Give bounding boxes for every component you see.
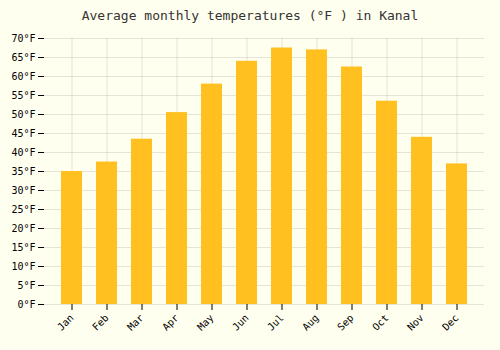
svg-text:50°F: 50°F <box>11 109 35 120</box>
svg-text:70°F: 70°F <box>11 33 35 44</box>
svg-text:0°F: 0°F <box>17 299 35 310</box>
svg-text:65°F: 65°F <box>11 52 35 63</box>
svg-text:25°F: 25°F <box>11 204 35 215</box>
svg-text:Feb: Feb <box>90 312 111 333</box>
svg-text:30°F: 30°F <box>11 185 35 196</box>
svg-text:5°F: 5°F <box>17 280 35 291</box>
svg-text:35°F: 35°F <box>11 166 35 177</box>
svg-text:Dec: Dec <box>440 312 461 333</box>
html-text:Average monthly temperatures (: Average monthly temperatures (°F ) in Ka… <box>81 8 419 23</box>
svg-text:Jan: Jan <box>55 312 76 333</box>
svg-text:15°F: 15°F <box>11 242 35 253</box>
svg-text:60°F: 60°F <box>11 71 35 82</box>
svg-text:Apr: Apr <box>160 312 181 333</box>
svg-text:Nov: Nov <box>405 312 426 333</box>
svg-text:May: May <box>195 312 216 333</box>
svg-text:Mar: Mar <box>125 312 146 333</box>
svg-text:Jun: Jun <box>230 312 251 333</box>
svg-text:55°F: 55°F <box>11 90 35 101</box>
svg-text:Sep: Sep <box>335 312 356 333</box>
svg-text:Jul: Jul <box>265 312 286 333</box>
svg-text:10°F: 10°F <box>11 261 35 272</box>
svg-text:45°F: 45°F <box>11 128 35 139</box>
svg-text:Oct: Oct <box>370 312 391 333</box>
svg-text:Aug: Aug <box>300 312 321 333</box>
svg-text:40°F: 40°F <box>11 147 35 158</box>
svg-text:20°F: 20°F <box>11 223 35 234</box>
